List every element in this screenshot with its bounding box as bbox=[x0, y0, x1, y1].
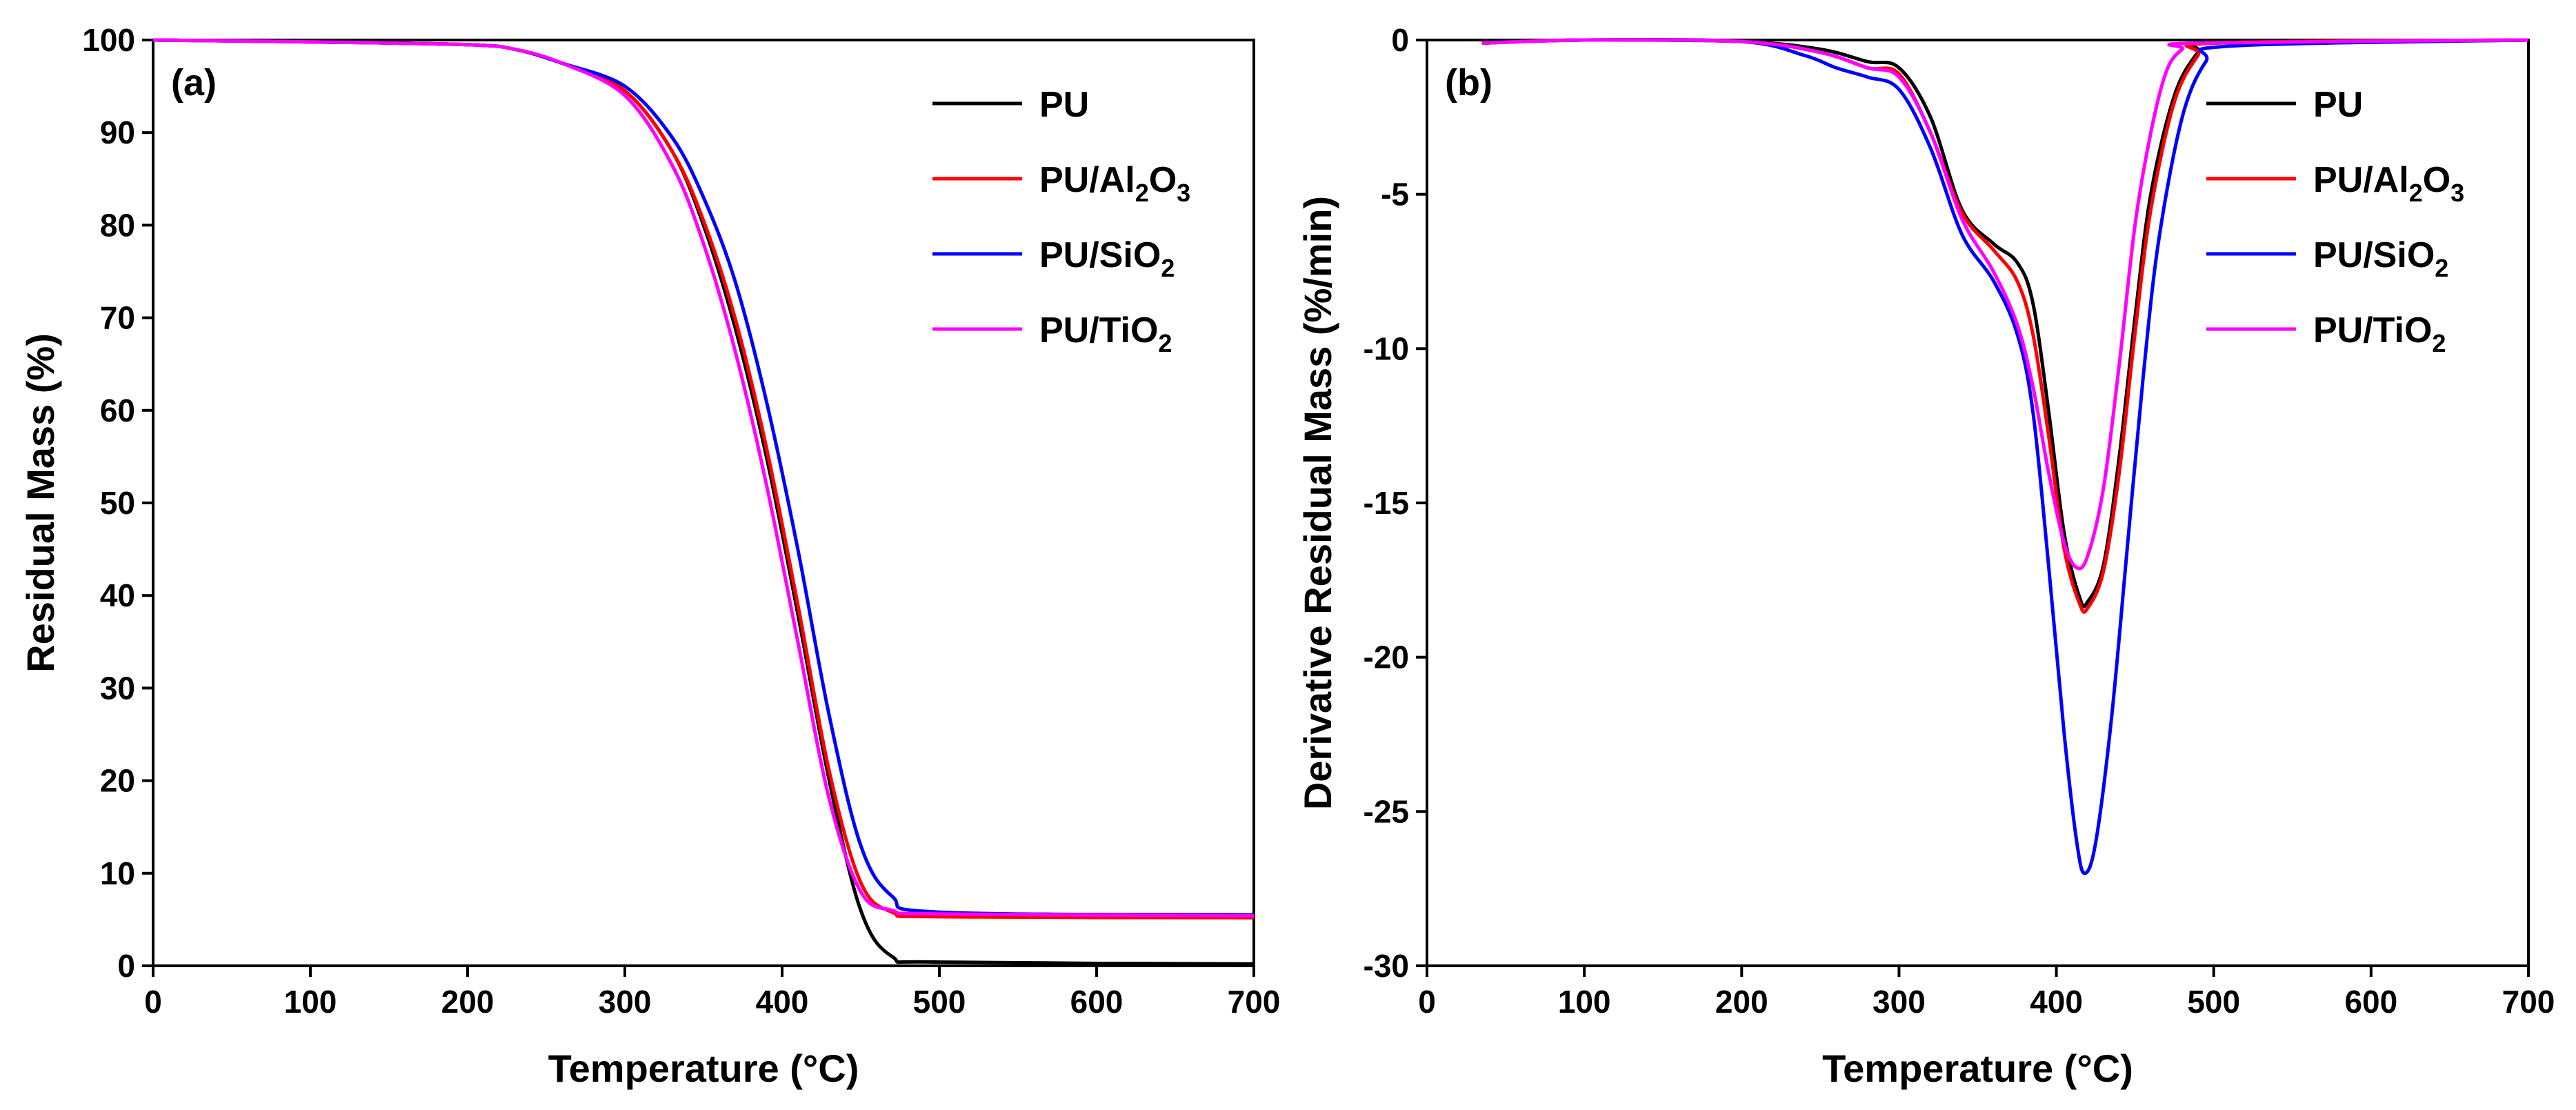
x-tick-label: 200 bbox=[441, 984, 495, 1020]
x-tick-label: 100 bbox=[1558, 984, 1611, 1020]
x-tick-label: 400 bbox=[2030, 984, 2083, 1020]
legend-label: PU/SiO2 bbox=[2313, 235, 2448, 282]
y-tick-label: 70 bbox=[100, 300, 135, 336]
legend-subscript: 2 bbox=[2409, 179, 2423, 207]
legend-subscript: 2 bbox=[2432, 329, 2446, 357]
y-tick-label: 90 bbox=[100, 115, 135, 150]
x-tick-label: 400 bbox=[756, 984, 809, 1020]
x-tick-label: 700 bbox=[2502, 984, 2555, 1020]
legend-label: PU/TiO2 bbox=[2313, 310, 2446, 357]
legend-label: PU/Al2O3 bbox=[2313, 160, 2464, 207]
y-tick-label: 40 bbox=[100, 577, 135, 613]
legend-text-part: O bbox=[1149, 160, 1177, 200]
y-tick-label: 60 bbox=[100, 393, 135, 428]
y-tick-label: 80 bbox=[100, 207, 135, 243]
y-tick-label: -15 bbox=[1364, 485, 1409, 521]
panel-b-derivative-residual-mass: 0 100 200 300 400 500 600 700 0 -5 -10 -15 -20 -25 -30… bbox=[1296, 22, 2555, 1090]
y-tick-label: 0 bbox=[1391, 22, 1409, 58]
legend-label: PU/SiO2 bbox=[1039, 235, 1175, 282]
x-tick-label: 600 bbox=[2344, 984, 2397, 1020]
legend-subscript: 3 bbox=[2450, 179, 2464, 207]
y-tick-label: -30 bbox=[1364, 948, 1409, 984]
legend-subscript: 3 bbox=[1177, 179, 1190, 207]
y-tick-label: 0 bbox=[117, 948, 135, 984]
y-tick-label: -5 bbox=[1381, 177, 1409, 212]
legend-text-part: O bbox=[2423, 160, 2450, 200]
legend-label: PU/TiO2 bbox=[1039, 310, 1172, 357]
legend-subscript: 2 bbox=[1161, 254, 1175, 282]
legend-text-part: PU/TiO bbox=[1039, 310, 1158, 350]
x-tick-label: 200 bbox=[1715, 984, 1768, 1020]
legend-text-part: PU/Al bbox=[2313, 160, 2409, 200]
panel-label: (a) bbox=[171, 62, 217, 103]
legend-subscript: 2 bbox=[1135, 179, 1149, 207]
x-tick-label: 300 bbox=[599, 984, 652, 1020]
legend-text-part: PU bbox=[2313, 85, 2363, 125]
x-tick-label: 500 bbox=[913, 984, 966, 1020]
x-tick-label: 0 bbox=[1418, 984, 1436, 1020]
legend-text-part: PU bbox=[1039, 85, 1089, 125]
series-line-pu-sio2 bbox=[1481, 38, 2529, 875]
y-tick-label: 50 bbox=[100, 485, 135, 521]
legend-text-part: PU/SiO bbox=[1039, 235, 1161, 275]
y-tick-label: -25 bbox=[1364, 793, 1409, 829]
y-tick-label: 100 bbox=[82, 22, 135, 58]
x-axis-title: Temperature (°C) bbox=[1822, 1047, 2133, 1090]
y-tick-label: 10 bbox=[100, 855, 135, 891]
series-line-pu bbox=[1481, 38, 2529, 608]
y-axis-title: Residual Mass (%) bbox=[19, 333, 62, 673]
legend-subscript: 2 bbox=[2435, 254, 2448, 282]
x-tick-label: 600 bbox=[1070, 984, 1124, 1020]
x-tick-label: 700 bbox=[1228, 984, 1281, 1020]
legend-label: PU bbox=[1039, 85, 1089, 125]
legend-subscript: 2 bbox=[1158, 329, 1172, 357]
y-tick-label: -10 bbox=[1364, 330, 1409, 366]
legend-text-part: PU/Al bbox=[1039, 160, 1135, 200]
legend-label: PU bbox=[2313, 85, 2363, 125]
y-tick-label: -20 bbox=[1364, 640, 1409, 675]
y-axis-title: Derivative Residual Mass (%/min) bbox=[1296, 196, 1339, 810]
legend-label: PU/Al2O3 bbox=[1039, 160, 1190, 207]
panel-a-residual-mass: 0 100 200 300 400 500 600 700 0 10 20 30 40 50 60 70 80 9… bbox=[19, 22, 1280, 1090]
series-line-pu-tio2 bbox=[152, 38, 1255, 918]
x-axis-title: Temperature (°C) bbox=[548, 1047, 859, 1090]
y-tick-label: 30 bbox=[100, 670, 135, 706]
x-tick-label: 100 bbox=[284, 984, 337, 1020]
x-tick-label: 500 bbox=[2187, 984, 2240, 1020]
x-tick-label: 300 bbox=[1873, 984, 1926, 1020]
legend-text-part: PU/SiO bbox=[2313, 235, 2435, 275]
x-tick-label: 0 bbox=[144, 984, 162, 1020]
y-tick-label: 20 bbox=[100, 763, 135, 799]
legend-text-part: PU/TiO bbox=[2313, 310, 2432, 350]
panel-label: (b) bbox=[1445, 62, 1492, 103]
series-line-pu-tio2 bbox=[1481, 38, 2529, 571]
